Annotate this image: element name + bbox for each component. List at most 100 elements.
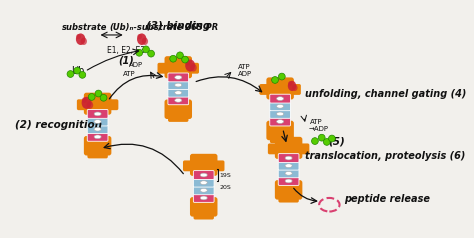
Ellipse shape [94, 120, 101, 124]
Ellipse shape [190, 64, 197, 72]
FancyBboxPatch shape [278, 169, 299, 178]
FancyBboxPatch shape [193, 171, 214, 179]
Ellipse shape [76, 33, 85, 45]
FancyBboxPatch shape [290, 84, 301, 95]
Text: translocation, proteolysis (6): translocation, proteolysis (6) [305, 150, 465, 160]
Ellipse shape [200, 181, 207, 184]
FancyBboxPatch shape [87, 149, 108, 158]
Ellipse shape [142, 38, 148, 45]
FancyBboxPatch shape [168, 96, 189, 105]
Ellipse shape [87, 101, 93, 109]
Text: 19S: 19S [219, 173, 231, 178]
Ellipse shape [285, 171, 292, 175]
Circle shape [278, 73, 285, 80]
FancyBboxPatch shape [168, 73, 189, 82]
FancyBboxPatch shape [193, 210, 214, 219]
Text: unfolding, channel gating (4): unfolding, channel gating (4) [305, 89, 466, 99]
Ellipse shape [200, 188, 207, 192]
Ellipse shape [276, 112, 283, 116]
Ellipse shape [94, 127, 101, 131]
Ellipse shape [276, 120, 283, 124]
Ellipse shape [200, 196, 207, 200]
Ellipse shape [285, 179, 292, 183]
Text: ATP: ATP [310, 119, 322, 125]
FancyBboxPatch shape [270, 109, 291, 118]
Ellipse shape [288, 81, 292, 86]
Circle shape [67, 71, 74, 77]
FancyBboxPatch shape [87, 117, 108, 126]
Ellipse shape [288, 81, 296, 91]
Text: ADP: ADP [237, 71, 252, 77]
Text: (3) binding: (3) binding [146, 20, 210, 30]
Ellipse shape [175, 99, 182, 102]
FancyBboxPatch shape [84, 93, 111, 115]
FancyBboxPatch shape [87, 125, 108, 134]
Circle shape [95, 90, 102, 97]
Text: →ADP: →ADP [308, 126, 328, 132]
Text: peptide release: peptide release [344, 194, 430, 204]
FancyBboxPatch shape [266, 77, 294, 99]
Ellipse shape [175, 83, 182, 87]
Circle shape [176, 52, 183, 59]
Ellipse shape [175, 91, 182, 94]
Ellipse shape [276, 104, 283, 108]
FancyBboxPatch shape [193, 186, 214, 195]
FancyBboxPatch shape [278, 177, 299, 185]
FancyBboxPatch shape [87, 109, 108, 118]
Ellipse shape [285, 164, 292, 168]
Circle shape [136, 50, 143, 56]
Text: 26S PR: 26S PR [184, 23, 218, 32]
FancyBboxPatch shape [268, 144, 278, 154]
FancyBboxPatch shape [278, 161, 299, 170]
FancyBboxPatch shape [299, 144, 310, 154]
FancyBboxPatch shape [164, 56, 192, 78]
FancyBboxPatch shape [275, 180, 302, 200]
Text: E1, E2, E3: E1, E2, E3 [107, 46, 145, 55]
FancyBboxPatch shape [87, 132, 108, 141]
FancyBboxPatch shape [270, 94, 291, 103]
FancyBboxPatch shape [193, 193, 214, 202]
Circle shape [170, 55, 176, 62]
Ellipse shape [185, 60, 195, 72]
Circle shape [143, 46, 149, 53]
FancyBboxPatch shape [164, 99, 192, 119]
Ellipse shape [82, 97, 87, 103]
FancyBboxPatch shape [214, 160, 225, 171]
Ellipse shape [185, 60, 191, 65]
FancyBboxPatch shape [270, 134, 291, 143]
Text: ATP: ATP [123, 71, 136, 77]
FancyBboxPatch shape [77, 99, 87, 110]
Text: 20S: 20S [219, 185, 231, 190]
Ellipse shape [94, 112, 101, 116]
Text: ATP: ATP [237, 64, 250, 70]
Ellipse shape [285, 156, 292, 160]
Text: (2) recognition: (2) recognition [15, 120, 102, 130]
FancyBboxPatch shape [193, 178, 214, 187]
Circle shape [74, 67, 81, 74]
Text: (Ub)ₙ-substrate: (Ub)ₙ-substrate [109, 23, 182, 32]
Circle shape [328, 135, 335, 142]
FancyBboxPatch shape [275, 137, 302, 159]
Ellipse shape [137, 33, 146, 45]
Ellipse shape [276, 97, 283, 100]
FancyBboxPatch shape [189, 63, 199, 74]
Ellipse shape [76, 34, 81, 39]
FancyBboxPatch shape [270, 102, 291, 111]
FancyBboxPatch shape [183, 160, 193, 171]
FancyBboxPatch shape [168, 112, 189, 122]
Text: ADP: ADP [128, 62, 143, 68]
Text: substrate: substrate [62, 23, 108, 32]
Text: (1): (1) [118, 55, 134, 65]
Circle shape [79, 71, 86, 78]
FancyBboxPatch shape [266, 121, 294, 140]
Circle shape [100, 94, 107, 101]
Ellipse shape [175, 75, 182, 79]
FancyBboxPatch shape [84, 136, 111, 155]
FancyBboxPatch shape [259, 84, 270, 95]
FancyBboxPatch shape [157, 63, 168, 74]
FancyBboxPatch shape [190, 197, 218, 217]
FancyBboxPatch shape [168, 81, 189, 89]
FancyBboxPatch shape [190, 154, 218, 176]
Circle shape [323, 139, 330, 145]
Ellipse shape [82, 97, 91, 109]
